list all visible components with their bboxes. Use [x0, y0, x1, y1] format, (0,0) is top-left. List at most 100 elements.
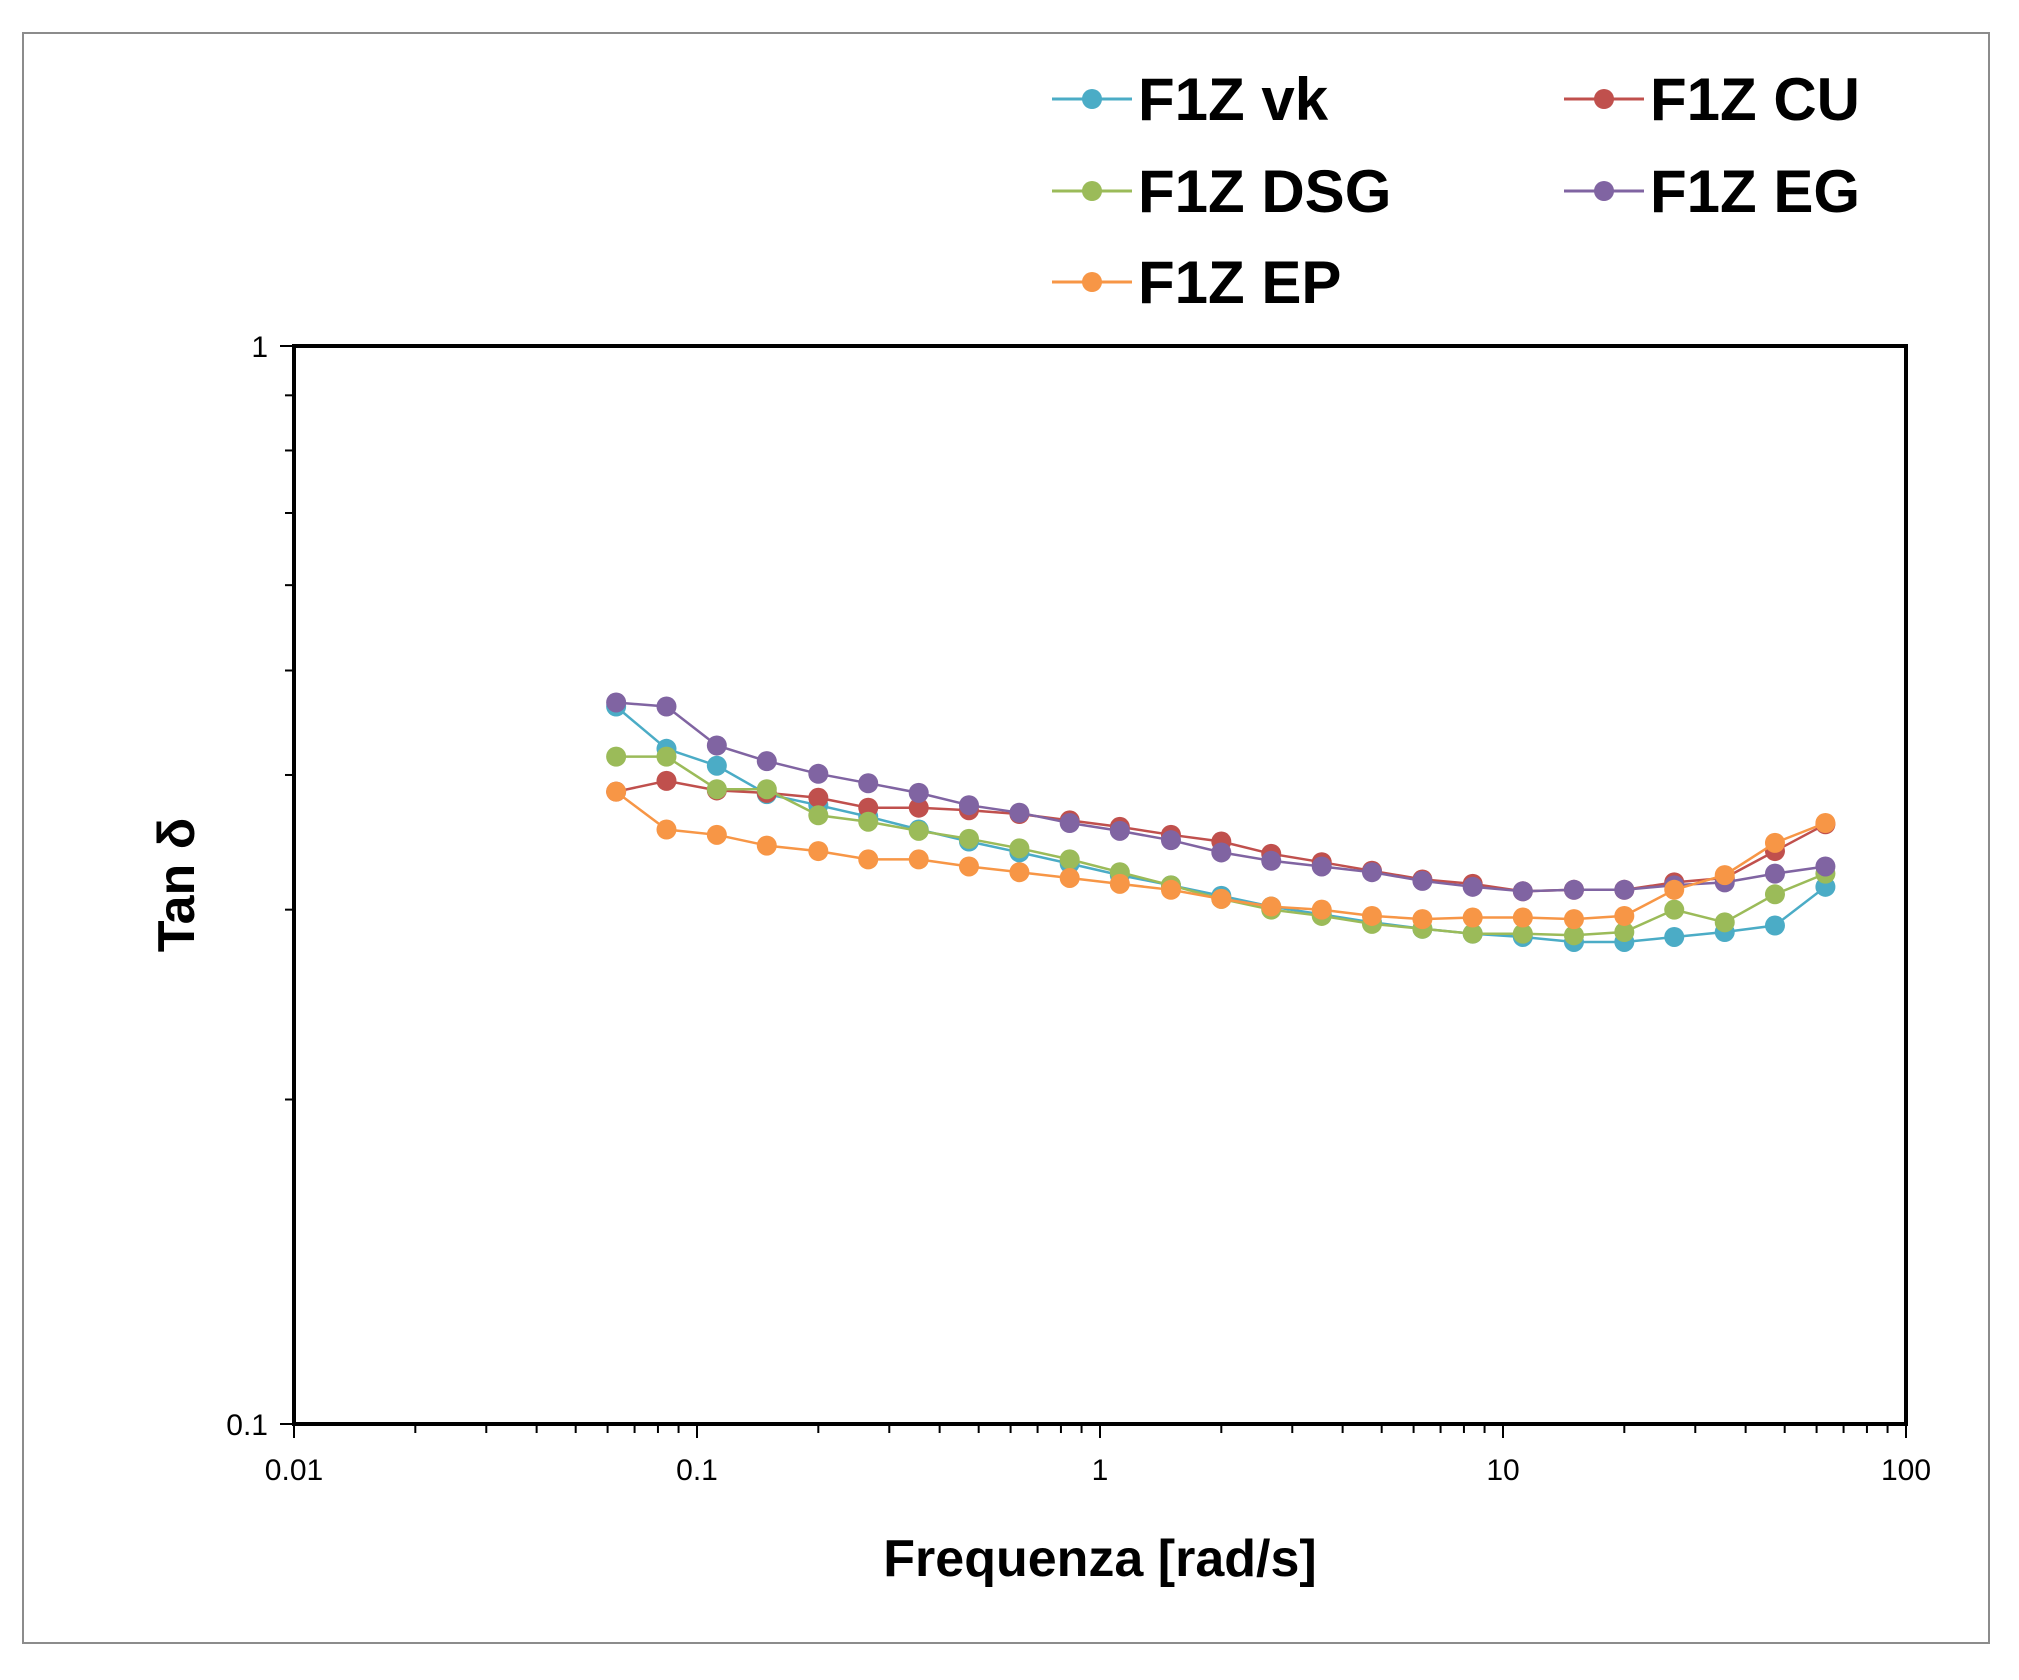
data-point — [908, 820, 929, 841]
data-point — [958, 795, 979, 816]
data-point — [656, 696, 677, 717]
data-point — [706, 824, 727, 845]
data-point — [1059, 849, 1080, 870]
x-tick-label: 10 — [1486, 1454, 1519, 1487]
data-point — [1009, 838, 1030, 859]
legend-item: F1Z vk — [1052, 66, 1329, 133]
y-tick-label: 0.1 — [226, 1409, 268, 1442]
data-point — [1815, 813, 1836, 834]
data-point — [1261, 850, 1282, 871]
data-point — [1311, 899, 1332, 920]
data-point — [858, 773, 879, 794]
data-point — [1462, 907, 1483, 928]
series-f1z-vk — [606, 696, 1836, 952]
legend: F1Z vk F1Z CU F1Z DSG F1Z EG F1Z EP — [1052, 66, 1860, 316]
data-point — [1764, 915, 1785, 936]
data-point — [1059, 867, 1080, 888]
data-point — [1714, 865, 1735, 886]
legend-label: F1Z DSG — [1138, 158, 1391, 225]
series-layer — [606, 692, 1836, 952]
data-point — [1311, 856, 1332, 877]
data-point — [656, 770, 677, 791]
series-f1z-eg — [606, 692, 1836, 902]
y-tick-label: 1 — [251, 331, 268, 364]
data-point — [1614, 905, 1635, 926]
legend-marker — [1082, 181, 1102, 201]
data-point — [1764, 884, 1785, 905]
data-point — [1714, 912, 1735, 933]
data-point — [958, 856, 979, 877]
legend-item: F1Z CU — [1564, 66, 1860, 133]
legend-marker — [1082, 89, 1102, 109]
data-point — [1160, 830, 1181, 851]
data-point — [656, 819, 677, 840]
data-point — [1211, 888, 1232, 909]
legend-label: F1Z EP — [1138, 249, 1341, 316]
data-point — [1109, 820, 1130, 841]
x-tick-label: 100 — [1881, 1454, 1931, 1487]
data-point — [808, 763, 829, 784]
data-point — [908, 849, 929, 870]
data-point — [808, 841, 829, 862]
data-point — [656, 746, 677, 767]
y-axis-title: Tan δ — [148, 818, 206, 953]
data-point — [756, 751, 777, 772]
x-tick-label: 0.01 — [265, 1454, 323, 1487]
data-point — [1664, 926, 1685, 947]
data-point — [908, 797, 929, 818]
legend-item: F1Z DSG — [1052, 158, 1391, 225]
data-point — [808, 787, 829, 808]
data-point — [1563, 879, 1584, 900]
data-point — [1059, 813, 1080, 834]
data-point — [606, 781, 627, 802]
plot-area — [292, 344, 1908, 1426]
data-point — [1462, 876, 1483, 897]
chart-frame: F1Z vk F1Z CU F1Z DSG F1Z EG F1Z EP 0.01 0.1 1… — [22, 32, 1990, 1644]
data-point — [706, 735, 727, 756]
series-f1z-ep — [606, 781, 1836, 930]
data-point — [858, 797, 879, 818]
data-point — [606, 692, 627, 713]
data-point — [1563, 909, 1584, 930]
data-point — [1764, 832, 1785, 853]
x-axis-title: Frequenza [rad/s] — [883, 1530, 1316, 1588]
data-point — [958, 828, 979, 849]
data-point — [1614, 879, 1635, 900]
x-tick-label: 0.1 — [676, 1454, 718, 1487]
data-point — [1563, 925, 1584, 946]
legend-item: F1Z EG — [1564, 158, 1860, 225]
data-point — [1160, 879, 1181, 900]
axis-ticks — [280, 345, 1907, 1438]
tick-labels: 0.01 0.1 1 10 100 0.1 1 — [226, 331, 1931, 1487]
x-tick-label: 1 — [1092, 1454, 1109, 1487]
data-point — [1412, 909, 1433, 930]
data-point — [1815, 856, 1836, 877]
data-point — [1261, 896, 1282, 917]
series-f1z-cu — [606, 770, 1836, 902]
data-point — [1614, 922, 1635, 943]
legend-label: F1Z CU — [1650, 66, 1860, 133]
data-point — [1512, 907, 1533, 928]
data-point — [1512, 881, 1533, 902]
data-point — [756, 779, 777, 800]
data-point — [1009, 802, 1030, 823]
data-point — [606, 746, 627, 767]
tan-delta-chart: F1Z vk F1Z CU F1Z DSG F1Z EG F1Z EP 0.01 0.1 1… — [148, 66, 1931, 1588]
data-point — [1109, 873, 1130, 894]
data-point — [1512, 923, 1533, 944]
data-point — [908, 782, 929, 803]
data-point — [756, 835, 777, 856]
data-point — [858, 849, 879, 870]
legend-label: F1Z vk — [1138, 66, 1329, 133]
data-point — [1361, 862, 1382, 883]
legend-label: F1Z EG — [1650, 158, 1860, 225]
legend-marker — [1594, 89, 1614, 109]
data-point — [858, 811, 879, 832]
data-point — [706, 779, 727, 800]
data-point — [706, 755, 727, 776]
legend-marker — [1082, 272, 1102, 292]
data-point — [1361, 905, 1382, 926]
legend-marker — [1594, 181, 1614, 201]
data-point — [1664, 879, 1685, 900]
data-point — [1009, 862, 1030, 883]
